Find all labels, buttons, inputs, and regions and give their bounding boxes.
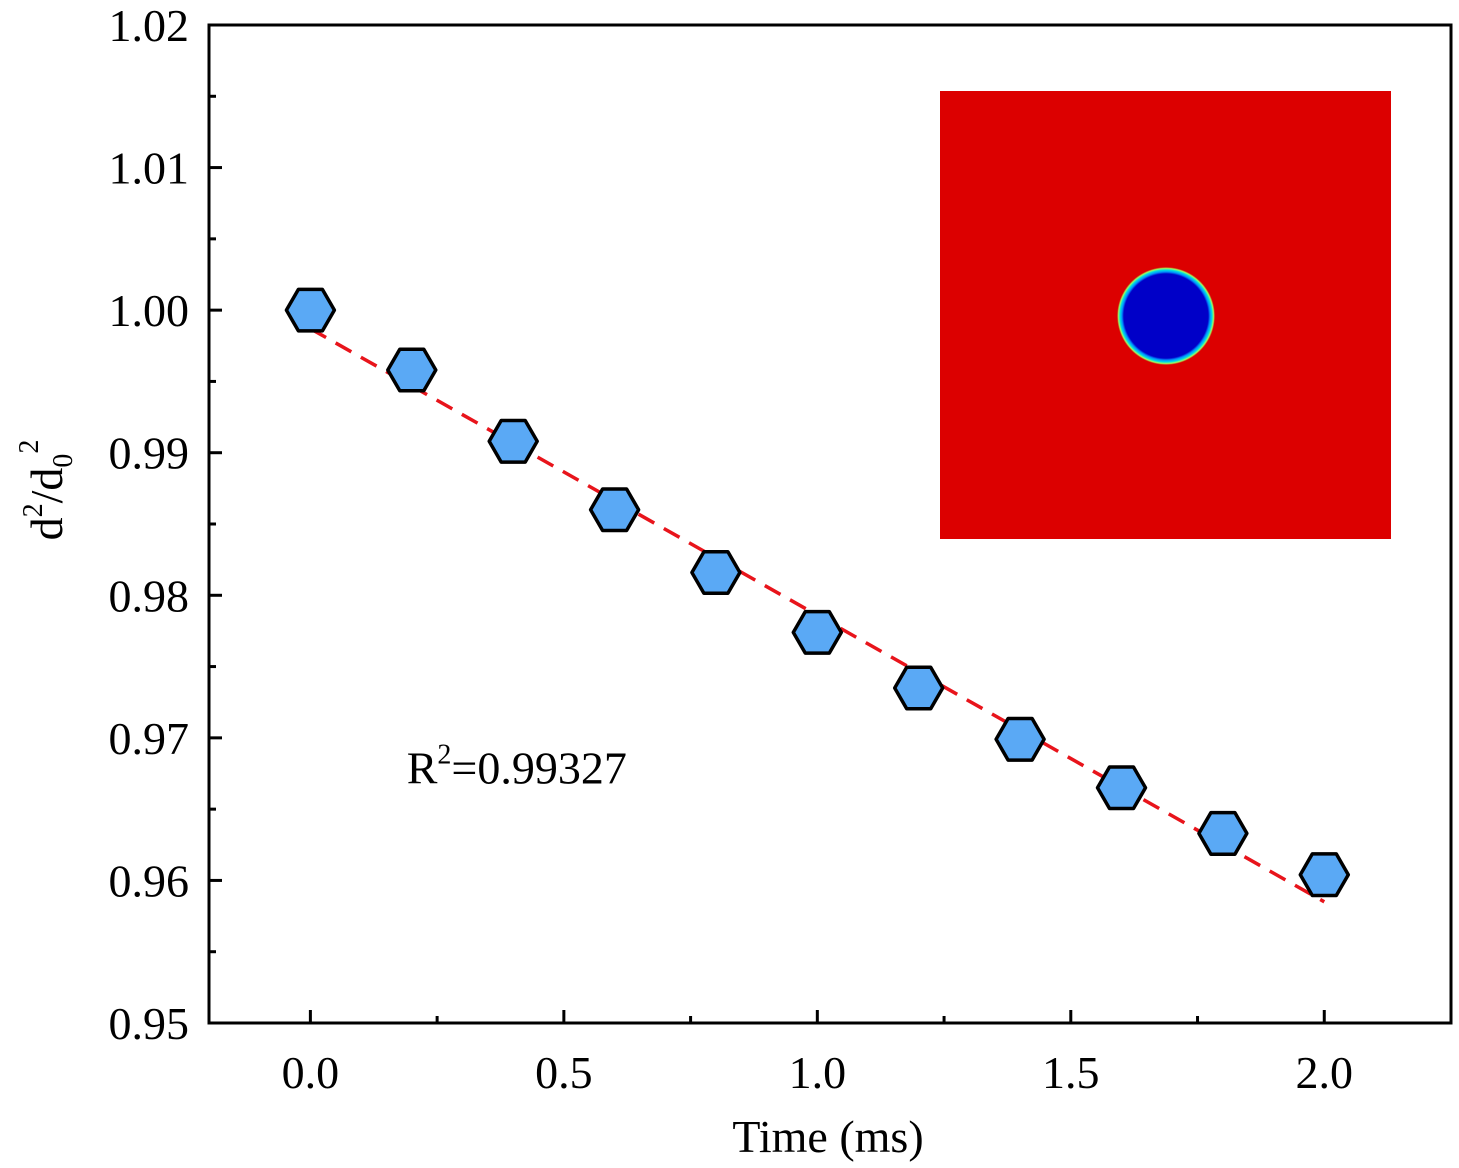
y-tick-label: 1.01 xyxy=(109,143,190,194)
ticks xyxy=(209,23,1326,1025)
data-points xyxy=(284,287,1351,898)
y-title-slash-d: /d xyxy=(21,468,72,504)
r-squared-annotation: R2=0.99327 xyxy=(407,739,627,793)
annotation-value: =0.99327 xyxy=(451,742,626,793)
data-point xyxy=(386,347,438,393)
y-tick-label: 0.95 xyxy=(109,998,190,1049)
data-point xyxy=(1197,810,1249,856)
y-title-sup2: 2 xyxy=(14,440,45,454)
x-tick-label: 0.5 xyxy=(535,1047,593,1098)
y-title-sub: 0 xyxy=(48,454,79,468)
data-point xyxy=(284,287,337,333)
annotation-prefix: R xyxy=(407,742,438,793)
y-title-d: d xyxy=(21,517,72,540)
data-point xyxy=(1298,852,1351,898)
x-axis-title: Time (ms) xyxy=(732,1111,923,1162)
annotation-sup: 2 xyxy=(437,739,451,770)
y-tick-label: 0.97 xyxy=(109,713,190,764)
y-axis-title: d2/d02 xyxy=(14,440,79,541)
y-tick-label: 0.98 xyxy=(109,570,190,621)
x-tick-label: 1.5 xyxy=(1042,1047,1100,1098)
x-tick-label: 1.0 xyxy=(789,1047,847,1098)
data-point xyxy=(487,418,539,464)
y-tick-label: 1.02 xyxy=(109,0,190,51)
data-point xyxy=(892,665,945,711)
y-tick-label: 0.99 xyxy=(109,428,190,479)
data-point xyxy=(994,716,1046,762)
data-point xyxy=(588,487,641,533)
data-point xyxy=(791,609,844,655)
y-tick-label: 0.96 xyxy=(109,855,190,906)
tick-labels: 0.0 0.5 1.0 1.5 2.0 0.95 0.96 0.97 0.98 0.99 1.00 1… xyxy=(109,0,1354,1098)
y-title-sup1: 2 xyxy=(18,503,49,517)
data-point xyxy=(1095,765,1148,811)
x-tick-label: 2.0 xyxy=(1296,1047,1354,1098)
inset-image xyxy=(940,91,1391,539)
y-tick-label: 1.00 xyxy=(109,285,190,336)
inset-droplet xyxy=(1117,267,1215,365)
data-point xyxy=(690,549,742,596)
x-tick-label: 0.0 xyxy=(282,1047,340,1098)
